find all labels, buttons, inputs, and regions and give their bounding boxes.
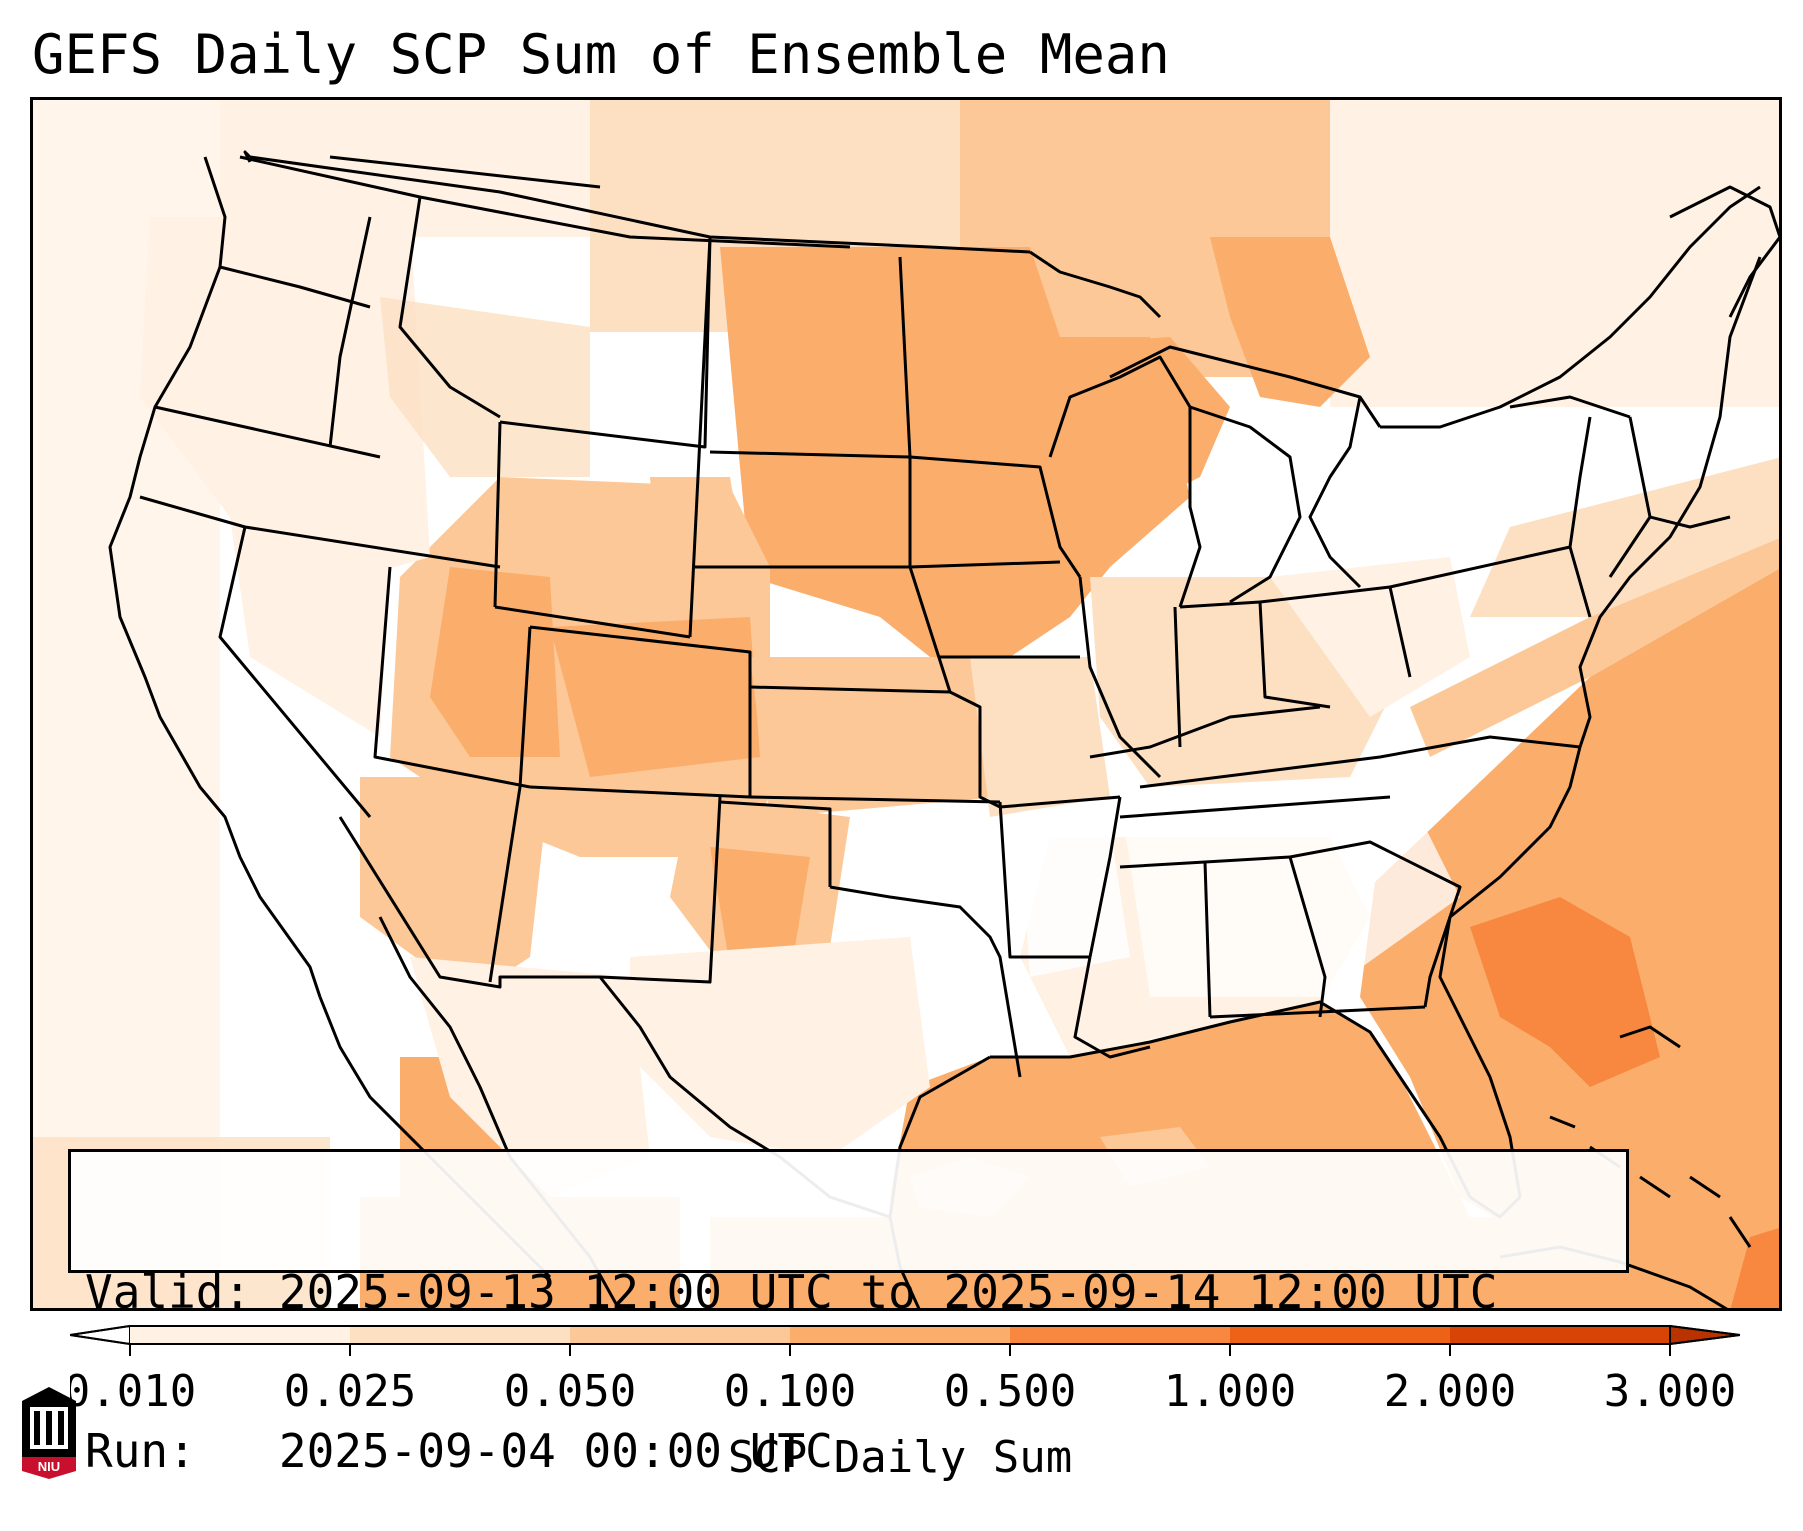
colorbar-bin <box>350 1326 571 1344</box>
valid-row: Valid: 2025-09-13 12:00 UTC to 2025-09-1… <box>85 1266 1612 1319</box>
colorbar-bin <box>130 1326 351 1344</box>
scp-field <box>30 97 1782 1311</box>
colorbar-tick-label: 2.000 <box>1384 1366 1516 1417</box>
colorbar-tick-label: 0.050 <box>504 1366 636 1417</box>
colorbar-over-arrow <box>1669 1324 1741 1346</box>
niu-logo-icon: NIU <box>22 1387 76 1479</box>
colorbar-svg: 0.010 0.025 0.050 0.100 0.500 1.000 2.000 3.000… <box>64 1324 1741 1483</box>
colorbar-tick-label: 0.500 <box>944 1366 1076 1417</box>
colorbar-tick-label: 1.000 <box>1164 1366 1296 1417</box>
colorbar-bin <box>1230 1326 1451 1344</box>
colorbar: 0.010 0.025 0.050 0.100 0.500 1.000 2.000 3.000… <box>64 1318 1741 1498</box>
colorbar-bin <box>570 1326 791 1344</box>
map-title: GEFS Daily SCP Sum of Ensemble Mean <box>32 23 1170 86</box>
colorbar-bin <box>790 1326 1011 1344</box>
run-row: Run: 2025-09-04 00:00 UTC <box>85 1425 1612 1478</box>
west-coastline <box>108 156 322 998</box>
colorbar-tick-label: 0.010 <box>70 1366 196 1417</box>
colorbar-label: SCP Daily Sum <box>728 1432 1072 1483</box>
colorbar-bin <box>1010 1326 1231 1344</box>
niu-logo: NIU <box>20 1385 78 1481</box>
colorbar-tick-label: 0.025 <box>284 1366 416 1417</box>
scp-map <box>30 97 1782 1311</box>
map-panel <box>30 97 1782 1311</box>
run-time: 2025-09-04 00:00 UTC <box>278 1424 833 1478</box>
valid-run-info-box: Valid: 2025-09-13 12:00 UTC to 2025-09-1… <box>68 1149 1629 1478</box>
valid-time: 2025-09-13 12:00 UTC to 2025-09-14 12:00… <box>278 1265 1498 1319</box>
colorbar-tick-label: 3.000 <box>1604 1366 1736 1417</box>
map-frame <box>30 97 1782 1311</box>
run-label: Run: <box>85 1424 196 1478</box>
valid-label: Valid: <box>85 1265 252 1319</box>
east-coastline <box>1578 256 1762 748</box>
colorbar-bin <box>1450 1326 1671 1344</box>
svg-text:NIU: NIU <box>38 1459 60 1474</box>
colorbar-under-arrow <box>69 1324 131 1346</box>
colorbar-tick-label: 0.100 <box>724 1366 856 1417</box>
